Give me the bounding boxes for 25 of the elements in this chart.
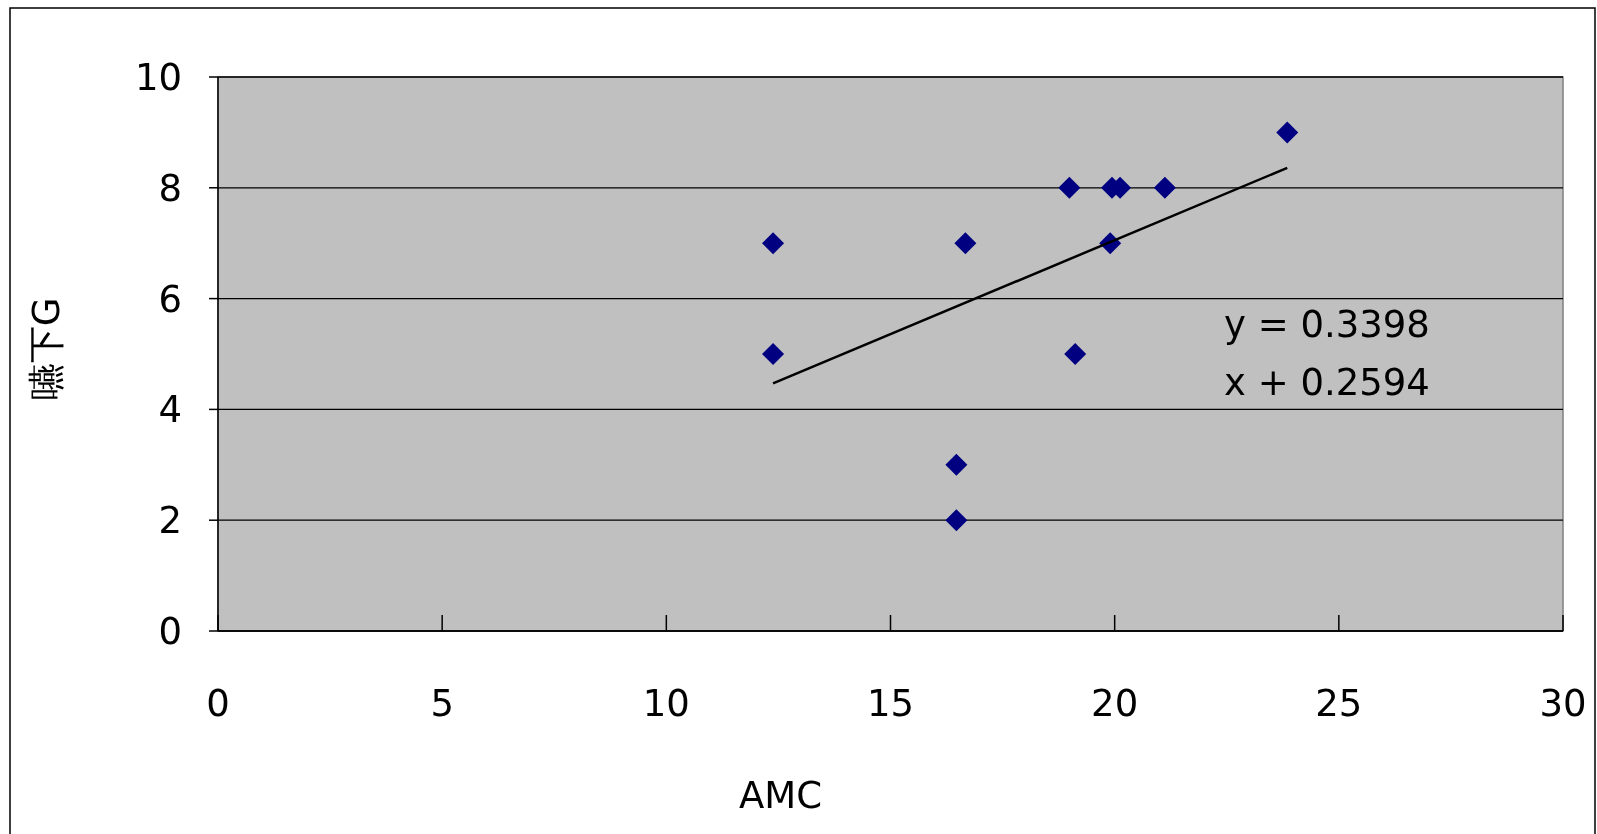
point: [1153, 176, 1176, 199]
y-tick-label: 2: [158, 499, 182, 543]
y-tick-label: 0: [158, 610, 182, 653]
y-tick-label: 10: [134, 56, 182, 99]
x-tick-label: 0: [206, 682, 230, 725]
y-tick-label: 6: [158, 277, 182, 321]
annotation: y = 0.3398 x + 0.2594: [1224, 302, 1431, 406]
x-axis-title: AMC: [738, 774, 823, 817]
x-tick-label: 15: [866, 682, 915, 725]
point: [945, 509, 968, 532]
x-tick-label: 5: [430, 682, 454, 725]
point: [762, 343, 785, 365]
y-tick-label: 8: [158, 166, 182, 210]
point: [945, 453, 968, 476]
y-tick-label: 4: [158, 388, 182, 432]
x-tick-label: 25: [1315, 682, 1363, 725]
y-axis-title: 嚥下G: [25, 297, 68, 401]
point: [954, 232, 977, 255]
point: [1058, 176, 1081, 199]
point: [1276, 121, 1299, 144]
x-tick-label: 10: [642, 682, 690, 725]
point: [762, 232, 785, 255]
x-tick-label: 30: [1539, 682, 1587, 725]
point: [1064, 343, 1087, 365]
x-tick-label: 20: [1091, 682, 1139, 725]
